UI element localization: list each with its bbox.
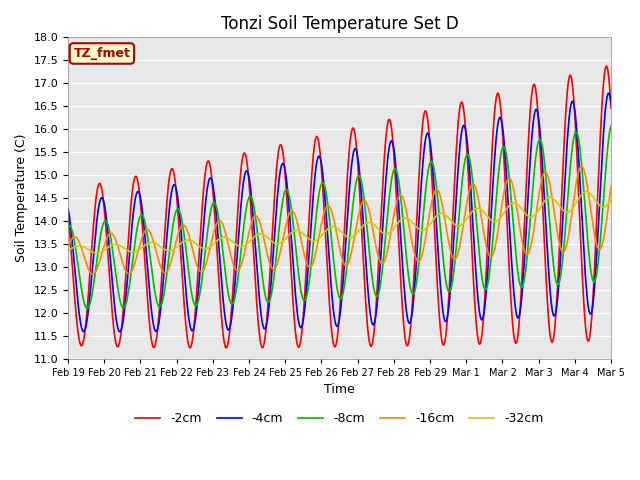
-16cm xyxy=(131,261,138,267)
-16cm xyxy=(422,232,430,238)
-8cm xyxy=(64,224,72,229)
Line: -32cm: -32cm xyxy=(68,192,611,253)
-4cm xyxy=(131,201,138,207)
-16cm xyxy=(214,218,222,224)
-32cm xyxy=(64,248,72,253)
Line: -2cm: -2cm xyxy=(68,66,611,348)
-16cm xyxy=(89,271,97,277)
-32cm xyxy=(422,226,430,231)
Legend: -2cm, -4cm, -8cm, -16cm, -32cm: -2cm, -4cm, -8cm, -16cm, -32cm xyxy=(131,407,548,430)
-32cm xyxy=(93,250,100,256)
-32cm xyxy=(74,243,82,249)
-32cm xyxy=(214,237,222,242)
Text: TZ_fmet: TZ_fmet xyxy=(74,47,131,60)
Y-axis label: Soil Temperature (C): Soil Temperature (C) xyxy=(15,134,28,263)
-16cm xyxy=(578,163,586,169)
-16cm xyxy=(607,183,615,189)
-8cm xyxy=(422,184,430,190)
-4cm xyxy=(422,134,430,140)
-4cm xyxy=(406,320,414,325)
-32cm xyxy=(131,249,138,255)
-2cm xyxy=(607,106,615,111)
-8cm xyxy=(607,123,615,129)
-32cm xyxy=(582,189,590,194)
-2cm xyxy=(64,211,72,216)
-4cm xyxy=(116,329,124,335)
-2cm xyxy=(603,63,611,69)
-2cm xyxy=(222,345,230,350)
-4cm xyxy=(74,299,82,305)
Line: -4cm: -4cm xyxy=(68,93,611,332)
-32cm xyxy=(186,237,193,243)
-4cm xyxy=(214,237,222,242)
-8cm xyxy=(406,284,414,289)
Line: -8cm: -8cm xyxy=(68,126,611,309)
-4cm xyxy=(607,100,615,106)
-2cm xyxy=(214,257,221,263)
-8cm xyxy=(186,277,193,283)
Line: -16cm: -16cm xyxy=(68,166,611,274)
-16cm xyxy=(186,235,193,241)
-8cm xyxy=(131,243,138,249)
-2cm xyxy=(130,179,138,184)
-4cm xyxy=(64,206,72,212)
-16cm xyxy=(74,237,82,242)
-2cm xyxy=(406,328,414,334)
Title: Tonzi Soil Temperature Set D: Tonzi Soil Temperature Set D xyxy=(221,15,458,33)
-2cm xyxy=(74,328,82,334)
-16cm xyxy=(406,229,414,235)
-32cm xyxy=(406,217,414,223)
-8cm xyxy=(83,306,91,312)
-2cm xyxy=(422,108,430,114)
X-axis label: Time: Time xyxy=(324,384,355,396)
-2cm xyxy=(185,343,193,349)
-8cm xyxy=(214,213,222,219)
-8cm xyxy=(74,261,82,267)
-16cm xyxy=(64,245,72,251)
-32cm xyxy=(607,197,615,203)
-4cm xyxy=(186,321,193,326)
-4cm xyxy=(605,90,612,96)
